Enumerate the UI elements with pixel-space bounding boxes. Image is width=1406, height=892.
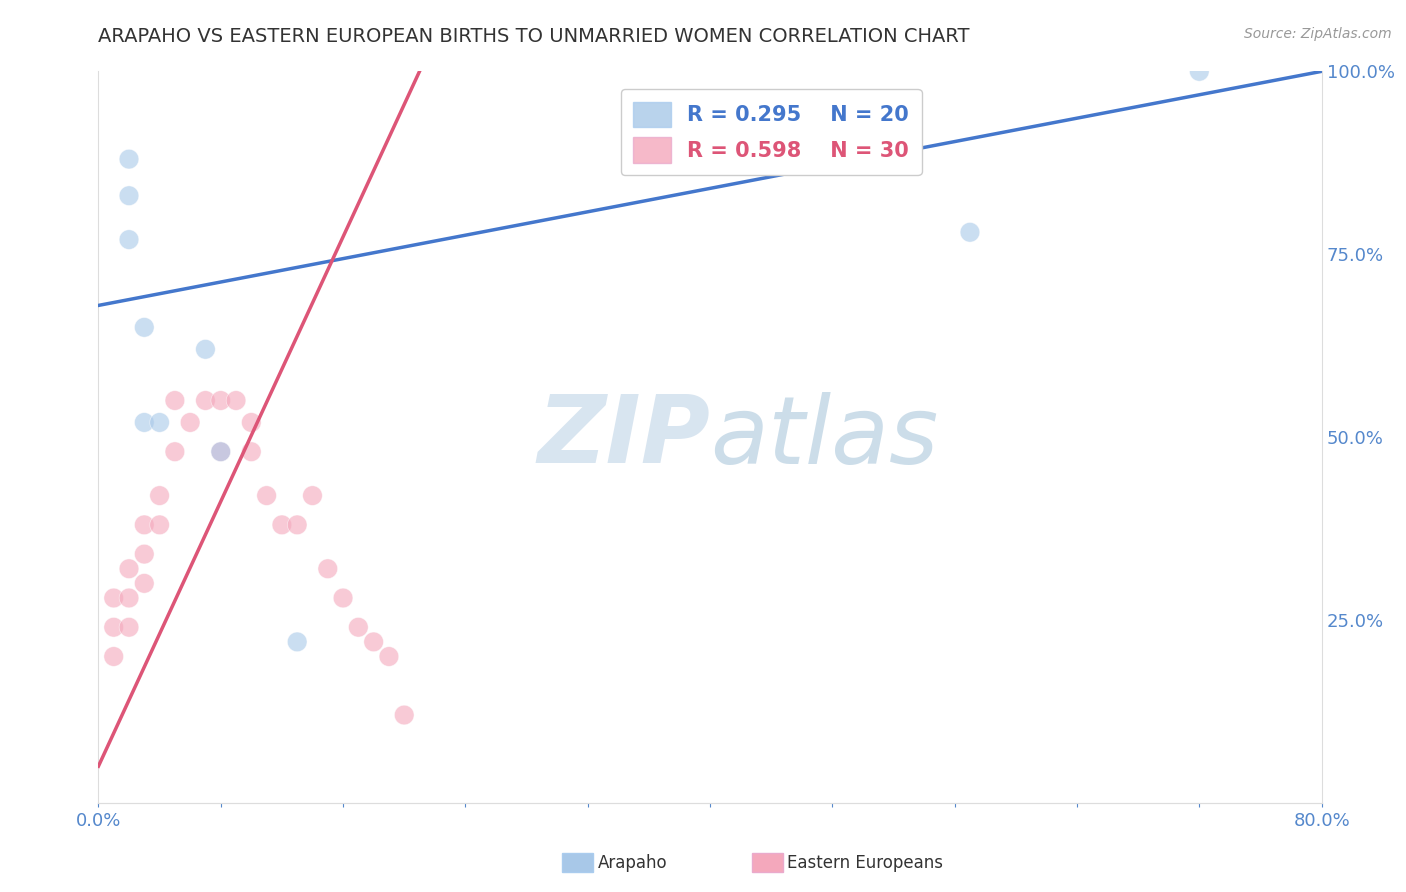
Point: [103, 649, 125, 664]
Point: [118, 620, 141, 634]
Point: [179, 416, 201, 430]
Point: [959, 225, 981, 239]
Point: [163, 393, 186, 408]
Point: [332, 591, 354, 605]
Point: [134, 576, 156, 591]
Text: atlas: atlas: [710, 392, 938, 483]
Point: [285, 517, 308, 532]
Point: [378, 649, 401, 664]
Point: [118, 233, 141, 247]
Point: [347, 620, 370, 634]
Point: [103, 591, 125, 605]
Point: [256, 489, 278, 503]
Point: [316, 562, 339, 576]
Point: [209, 393, 232, 408]
Point: [103, 620, 125, 634]
Point: [149, 517, 172, 532]
Point: [134, 547, 156, 561]
Point: [301, 489, 323, 503]
Point: [134, 517, 156, 532]
Point: [118, 188, 141, 202]
Point: [270, 517, 292, 532]
Text: ZIP: ZIP: [537, 391, 710, 483]
Point: [118, 562, 141, 576]
Point: [134, 416, 156, 430]
Point: [209, 444, 232, 458]
Point: [118, 152, 141, 166]
Point: [118, 591, 141, 605]
Point: [240, 416, 263, 430]
Point: [149, 489, 172, 503]
Point: [149, 416, 172, 430]
Point: [285, 635, 308, 649]
Point: [392, 708, 416, 723]
Text: Eastern Europeans: Eastern Europeans: [787, 854, 943, 871]
Legend: R = 0.295    N = 20, R = 0.598    N = 30: R = 0.295 N = 20, R = 0.598 N = 30: [620, 89, 922, 176]
Text: ARAPAHO VS EASTERN EUROPEAN BIRTHS TO UNMARRIED WOMEN CORRELATION CHART: ARAPAHO VS EASTERN EUROPEAN BIRTHS TO UN…: [98, 27, 970, 45]
Point: [194, 393, 217, 408]
Point: [134, 320, 156, 334]
Point: [163, 444, 186, 458]
Point: [209, 444, 232, 458]
Point: [225, 393, 247, 408]
Point: [363, 635, 385, 649]
Text: Source: ZipAtlas.com: Source: ZipAtlas.com: [1244, 27, 1392, 41]
Point: [240, 444, 263, 458]
Text: Arapaho: Arapaho: [598, 854, 668, 871]
Point: [1188, 64, 1211, 78]
Point: [194, 343, 217, 357]
